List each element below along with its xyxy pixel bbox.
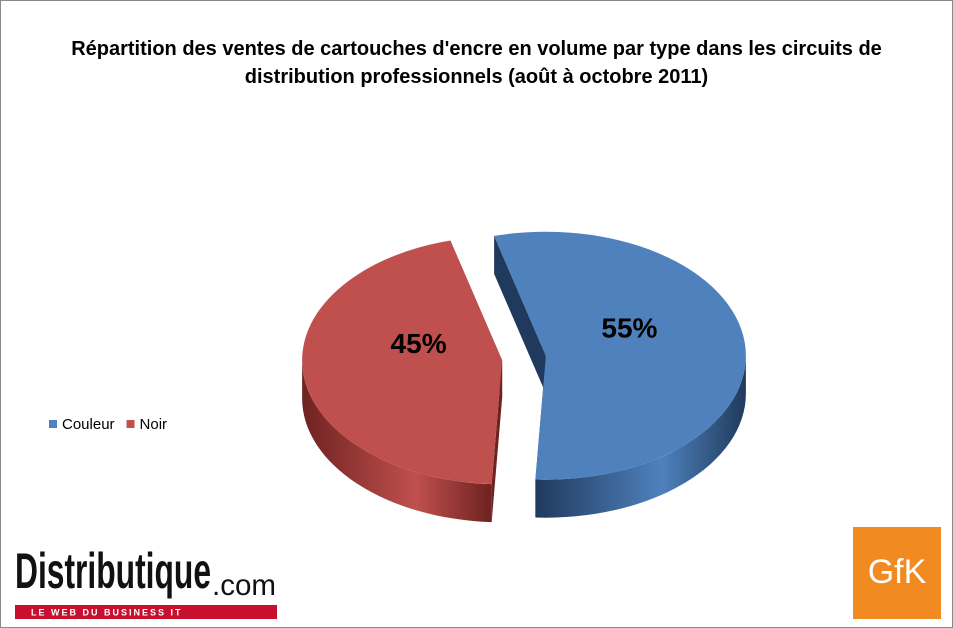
legend-swatch: [126, 420, 135, 428]
pie: 55% 45%: [302, 231, 746, 523]
slice-face: [494, 235, 546, 394]
value-label: 55%: [601, 313, 657, 344]
legend: Couleur Noir: [49, 416, 167, 433]
logo-bar: [15, 605, 277, 619]
legend-swatch: [49, 420, 57, 428]
logo-text: Distributique: [15, 543, 211, 599]
slice-side: [302, 360, 492, 523]
logo-suffix: .com: [212, 569, 276, 602]
value-label: 45%: [391, 328, 447, 359]
slice-side: [535, 355, 746, 518]
legend-label: Noir: [140, 416, 168, 433]
logo-tagline: LE WEB DU BUSINESS IT: [31, 607, 183, 617]
legend-label: Couleur: [62, 416, 115, 433]
slice-top: [302, 240, 503, 485]
slice-face: [491, 360, 503, 523]
gfk-text: GfK: [868, 553, 927, 591]
slice-top: [494, 231, 746, 480]
slice: 55%: [494, 231, 746, 518]
gfk-logo: [853, 527, 941, 619]
slice: 45%: [302, 240, 503, 523]
chart-title: Répartition des ventes de cartouches d'e…: [71, 38, 882, 88]
